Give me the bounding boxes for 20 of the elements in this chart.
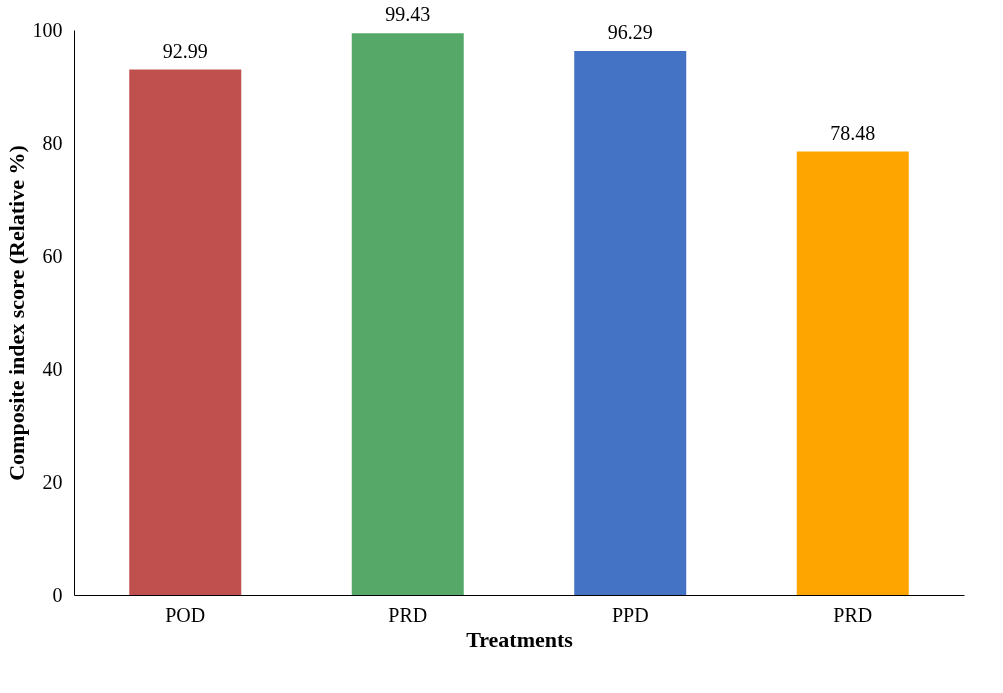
x-tick-label: PRD [388,603,428,626]
data-label: 96.29 [607,20,653,43]
y-tick-label: 80 [42,131,63,154]
data-label: 92.99 [162,39,208,62]
data-label: 99.43 [385,3,431,26]
y-tick-label: 60 [42,244,63,267]
x-tick-label: POD [165,603,206,626]
y-tick-label: 100 [32,18,63,41]
bar [129,69,242,595]
bar [574,50,687,595]
bar [796,151,909,595]
y-tick-label: 20 [42,470,63,493]
y-axis-title: Composite index score (Relative %) [3,145,29,481]
y-tick-label: 0 [52,583,63,606]
bar [351,33,464,595]
x-axis-title: Treatments [466,626,574,652]
y-tick-label: 40 [42,357,63,380]
x-tick-label: PPD [611,603,649,626]
x-tick-label: PRD [833,603,873,626]
data-label: 78.48 [830,121,876,144]
